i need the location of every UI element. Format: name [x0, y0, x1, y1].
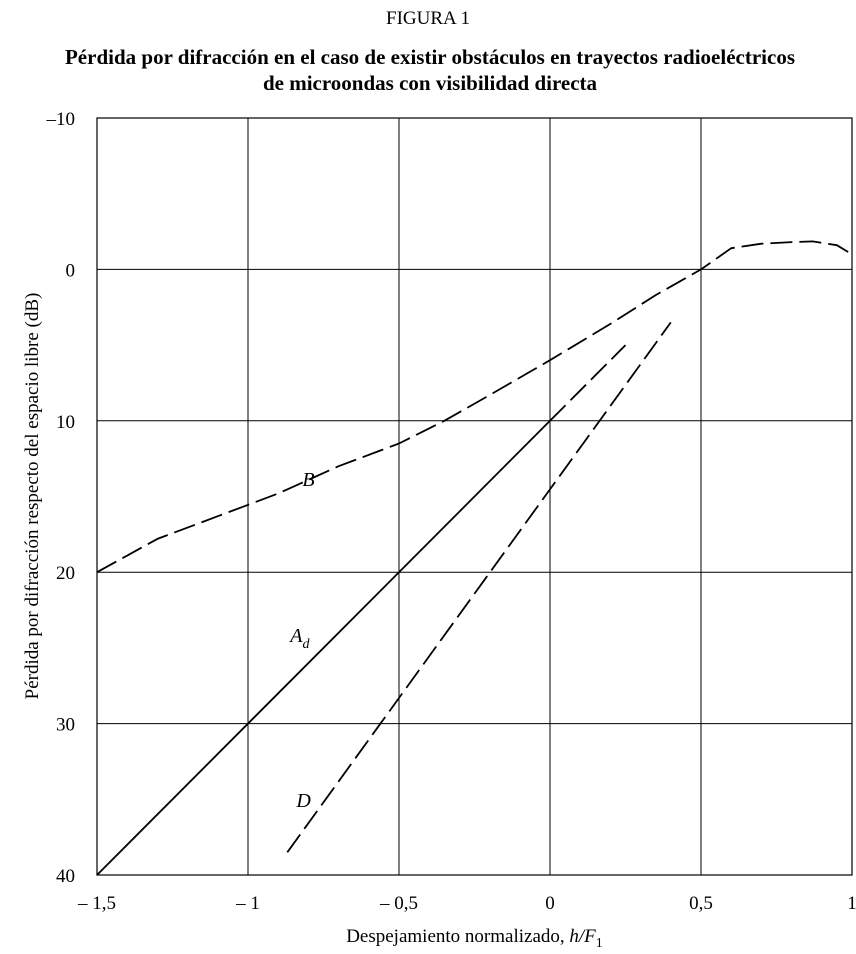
y-axis-label: Pérdida por difracción respecto del espa… [22, 293, 43, 700]
y-tick-label: 0 [66, 260, 76, 281]
x-tick-label: 0 [545, 893, 555, 914]
curve-label-subscript: d [302, 637, 310, 652]
curve-labels: B Ad D [288, 469, 314, 812]
series-a-d [96, 420, 551, 876]
series-b [96, 240, 853, 573]
curve-label-d: D [295, 790, 311, 812]
curve-label-b: B [302, 469, 314, 491]
x-tick-labels: – 1,5 – 1 – 0,5 0 0,5 1 [77, 893, 856, 914]
series-layer [96, 240, 853, 876]
y-tick-label: 10 [56, 412, 75, 433]
x-tick-label: 0,5 [689, 893, 713, 914]
grid-lines [97, 118, 852, 875]
x-tick-label: – 1,5 [77, 893, 116, 914]
plot-frame [96, 117, 853, 876]
curve-label-a-d: Ad [288, 625, 310, 652]
series-a-d-dashed [549, 344, 627, 422]
y-tick-label: –10 [46, 109, 76, 130]
y-tick-label: 30 [56, 715, 75, 736]
y-tick-labels: –10 0 10 20 30 40 [46, 109, 76, 887]
x-tick-label: – 0,5 [379, 893, 418, 914]
x-axis-label-variable: h/F [569, 926, 596, 947]
y-tick-label: 20 [56, 563, 75, 584]
x-axis-label-subscript: 1 [596, 936, 603, 951]
x-axis-label-text: Despejamiento normalizado, [346, 926, 569, 947]
y-tick-label: 40 [56, 866, 75, 887]
x-axis-label: Despejamiento normalizado, h/F1 [346, 926, 603, 951]
chart-title: Pérdida por difracción en el caso de exi… [64, 45, 795, 95]
series-d [286, 321, 672, 853]
x-tick-label: 1 [847, 893, 856, 914]
x-tick-label: – 1 [235, 893, 260, 914]
figure-label: FIGURA 1 [386, 8, 470, 29]
